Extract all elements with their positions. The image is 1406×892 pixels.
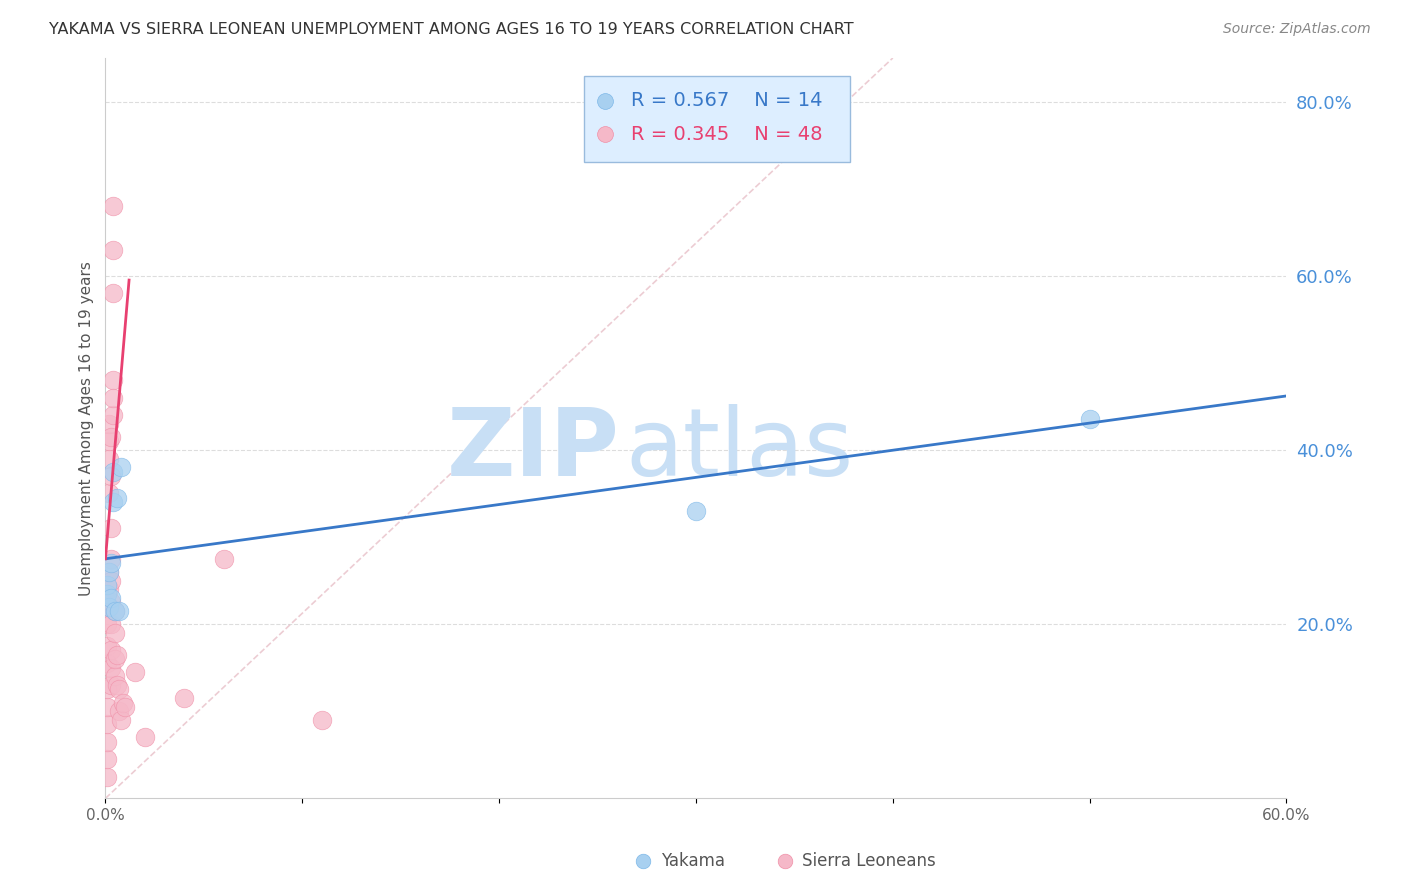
Point <box>100 591 122 605</box>
Point <box>98 599 121 614</box>
Text: ZIP: ZIP <box>446 404 619 496</box>
Point <box>96 699 118 714</box>
Point <box>104 604 127 618</box>
Point <box>98 417 121 431</box>
Point <box>100 556 122 570</box>
Text: R = 0.345    N = 48: R = 0.345 N = 48 <box>631 125 823 144</box>
Point <box>100 469 122 483</box>
Point <box>104 604 127 618</box>
Point <box>96 735 118 749</box>
Point <box>105 678 128 692</box>
Point <box>98 486 121 500</box>
Point <box>103 373 125 387</box>
Point <box>1078 412 1101 426</box>
Point <box>100 617 122 632</box>
Point <box>1226 865 1249 880</box>
Point <box>96 639 118 653</box>
Point <box>112 696 135 710</box>
Point <box>311 713 333 727</box>
Point <box>927 10 949 24</box>
Point <box>100 595 122 609</box>
Text: R = 0.567    N = 14: R = 0.567 N = 14 <box>631 91 823 111</box>
Point <box>173 691 195 706</box>
Point <box>96 770 118 784</box>
Point <box>104 669 127 683</box>
Point <box>100 551 122 566</box>
Point <box>98 565 121 579</box>
Point <box>96 657 118 671</box>
Text: Sierra Leoneans: Sierra Leoneans <box>803 852 936 871</box>
Point <box>103 495 125 509</box>
Point <box>100 430 122 444</box>
Point <box>96 587 118 601</box>
Point <box>100 678 122 692</box>
Point <box>108 704 131 718</box>
Point <box>103 199 125 213</box>
Point <box>98 565 121 579</box>
Point <box>103 243 125 257</box>
Point <box>108 682 131 697</box>
Point <box>96 617 118 632</box>
Point <box>110 713 132 727</box>
Point <box>110 460 132 475</box>
Point <box>98 582 121 597</box>
Y-axis label: Unemployment Among Ages 16 to 19 years: Unemployment Among Ages 16 to 19 years <box>79 260 94 596</box>
Text: YAKAMA VS SIERRA LEONEAN UNEMPLOYMENT AMONG AGES 16 TO 19 YEARS CORRELATION CHAR: YAKAMA VS SIERRA LEONEAN UNEMPLOYMENT AM… <box>49 22 853 37</box>
Point <box>105 648 128 662</box>
Text: atlas: atlas <box>626 404 853 496</box>
Point <box>96 752 118 766</box>
Point <box>105 491 128 505</box>
Point <box>100 574 122 588</box>
Point <box>100 661 122 675</box>
Point <box>96 682 118 697</box>
Point <box>212 551 235 566</box>
Point <box>100 643 122 657</box>
Point <box>134 731 156 745</box>
Point <box>98 451 121 466</box>
Point <box>685 504 707 518</box>
Point <box>96 717 118 731</box>
Point <box>100 521 122 535</box>
Point <box>103 391 125 405</box>
Point <box>98 434 121 449</box>
Point <box>124 665 146 679</box>
Text: Yakama: Yakama <box>661 852 724 871</box>
Point <box>103 408 125 422</box>
Point <box>104 625 127 640</box>
Point <box>98 599 121 614</box>
Point <box>104 652 127 666</box>
Point <box>990 865 1012 880</box>
Point <box>108 604 131 618</box>
Point <box>114 699 136 714</box>
Point <box>103 286 125 301</box>
Point <box>103 465 125 479</box>
Text: Source: ZipAtlas.com: Source: ZipAtlas.com <box>1223 22 1371 37</box>
FancyBboxPatch shape <box>583 77 849 161</box>
Point <box>96 578 118 592</box>
